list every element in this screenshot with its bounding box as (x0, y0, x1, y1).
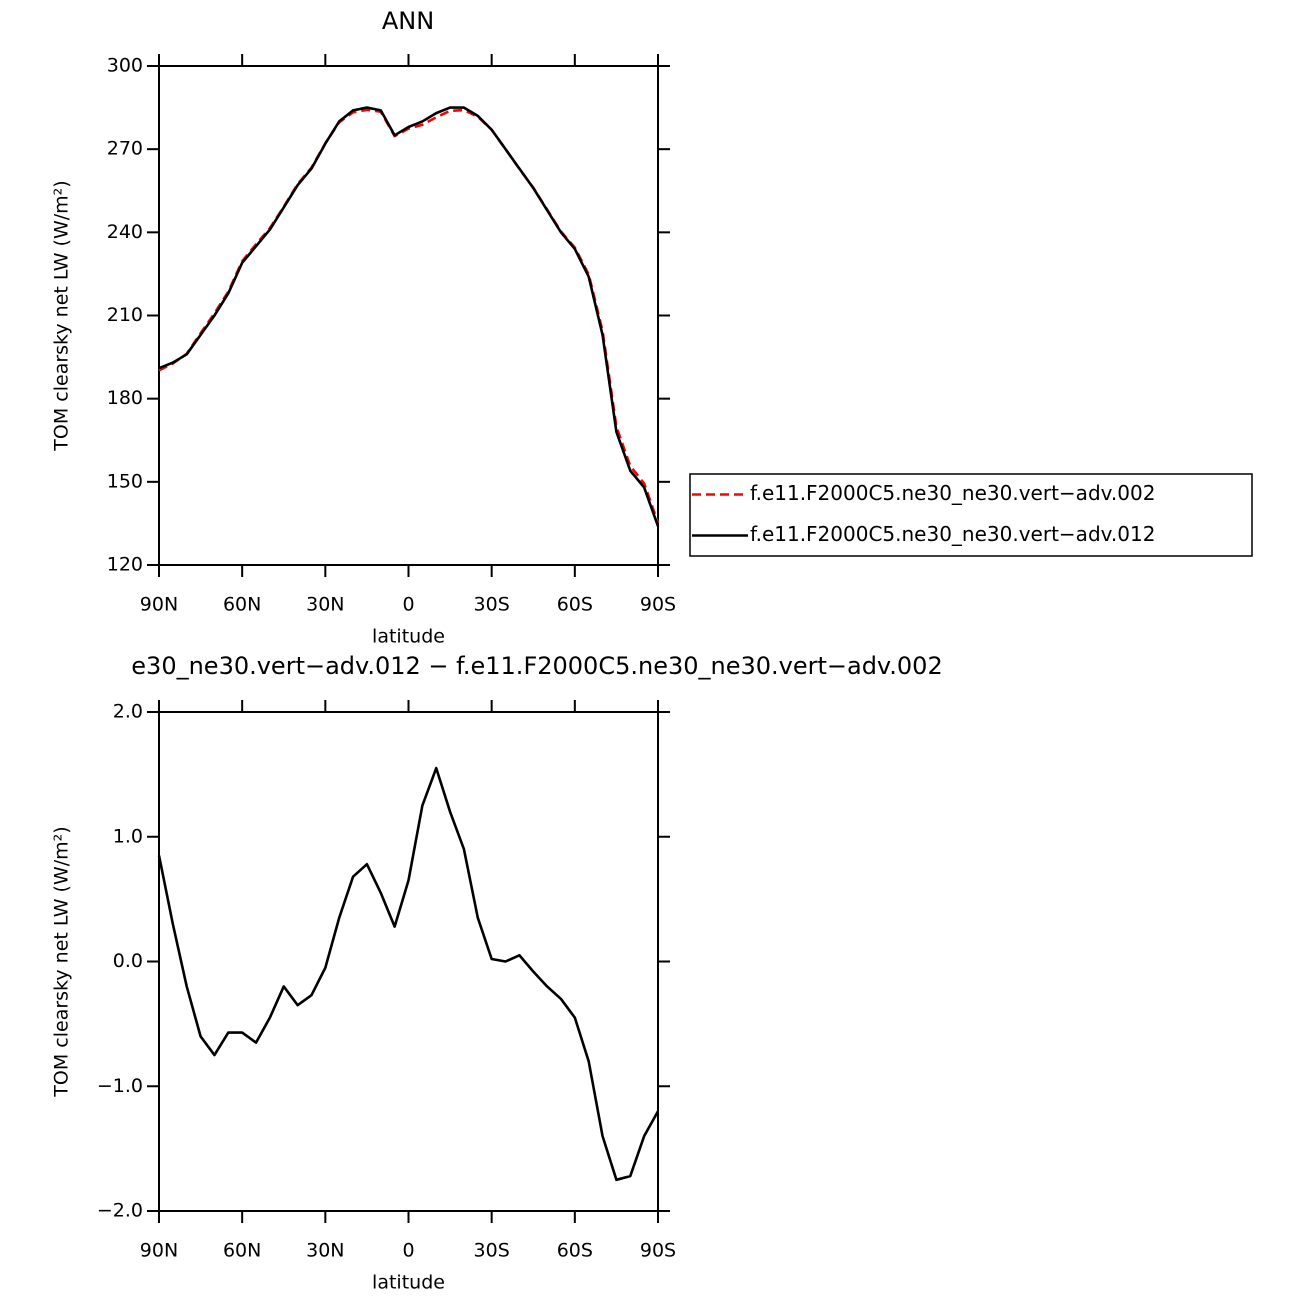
x-tick-label: 30S (474, 594, 510, 616)
x-tick-label: 30S (474, 1240, 510, 1262)
y-tick-label: 0.0 (113, 950, 143, 972)
y-tick-label: 2.0 (113, 701, 143, 723)
y-tick-label: −2.0 (97, 1200, 143, 1222)
chart-title: ANN (382, 7, 434, 35)
y-axis-label: TOM clearsky net LW (W/m²) (51, 826, 73, 1097)
x-tick-label: 90N (140, 594, 178, 616)
y-tick-label: 180 (107, 387, 143, 409)
plot-frame (158, 711, 659, 1212)
y-tick-label: 1.0 (113, 825, 143, 847)
y-tick-label: 150 (107, 470, 143, 492)
x-tick-label: 30N (306, 594, 344, 616)
x-tick-label: 90S (640, 1240, 676, 1262)
legend-box (689, 473, 1253, 557)
data-line (157, 766, 660, 1182)
x-tick-label: 60N (223, 1240, 261, 1262)
y-tick-label: 300 (107, 55, 143, 77)
x-tick-label: 60S (557, 1240, 593, 1262)
x-tick-label: 0 (402, 594, 414, 616)
y-axis-label: TOM clearsky net LW (W/m²) (51, 180, 73, 451)
chart-title: e30_ne30.vert−adv.012 − f.e11.F2000C5.ne… (131, 652, 942, 680)
x-axis-label: latitude (372, 1272, 445, 1294)
legend-label: f.e11.F2000C5.ne30_ne30.vert−adv.002 (750, 481, 1155, 505)
data-line (158, 106, 660, 527)
x-tick-label: 30N (306, 1240, 344, 1262)
y-tick-label: 270 (107, 138, 143, 160)
plot-frame (158, 65, 659, 566)
x-tick-label: 90N (140, 1240, 178, 1262)
y-tick-label: 240 (107, 221, 143, 243)
data-line (158, 108, 660, 524)
x-tick-label: 90S (640, 594, 676, 616)
y-tick-label: 120 (107, 554, 143, 576)
x-tick-label: 60S (557, 594, 593, 616)
y-tick-label: −1.0 (97, 1075, 143, 1097)
x-tick-label: 0 (402, 1240, 414, 1262)
x-axis-label: latitude (372, 626, 445, 648)
legend-label: f.e11.F2000C5.ne30_ne30.vert−adv.012 (750, 522, 1155, 546)
y-tick-label: 210 (107, 304, 143, 326)
x-tick-label: 60N (223, 594, 261, 616)
